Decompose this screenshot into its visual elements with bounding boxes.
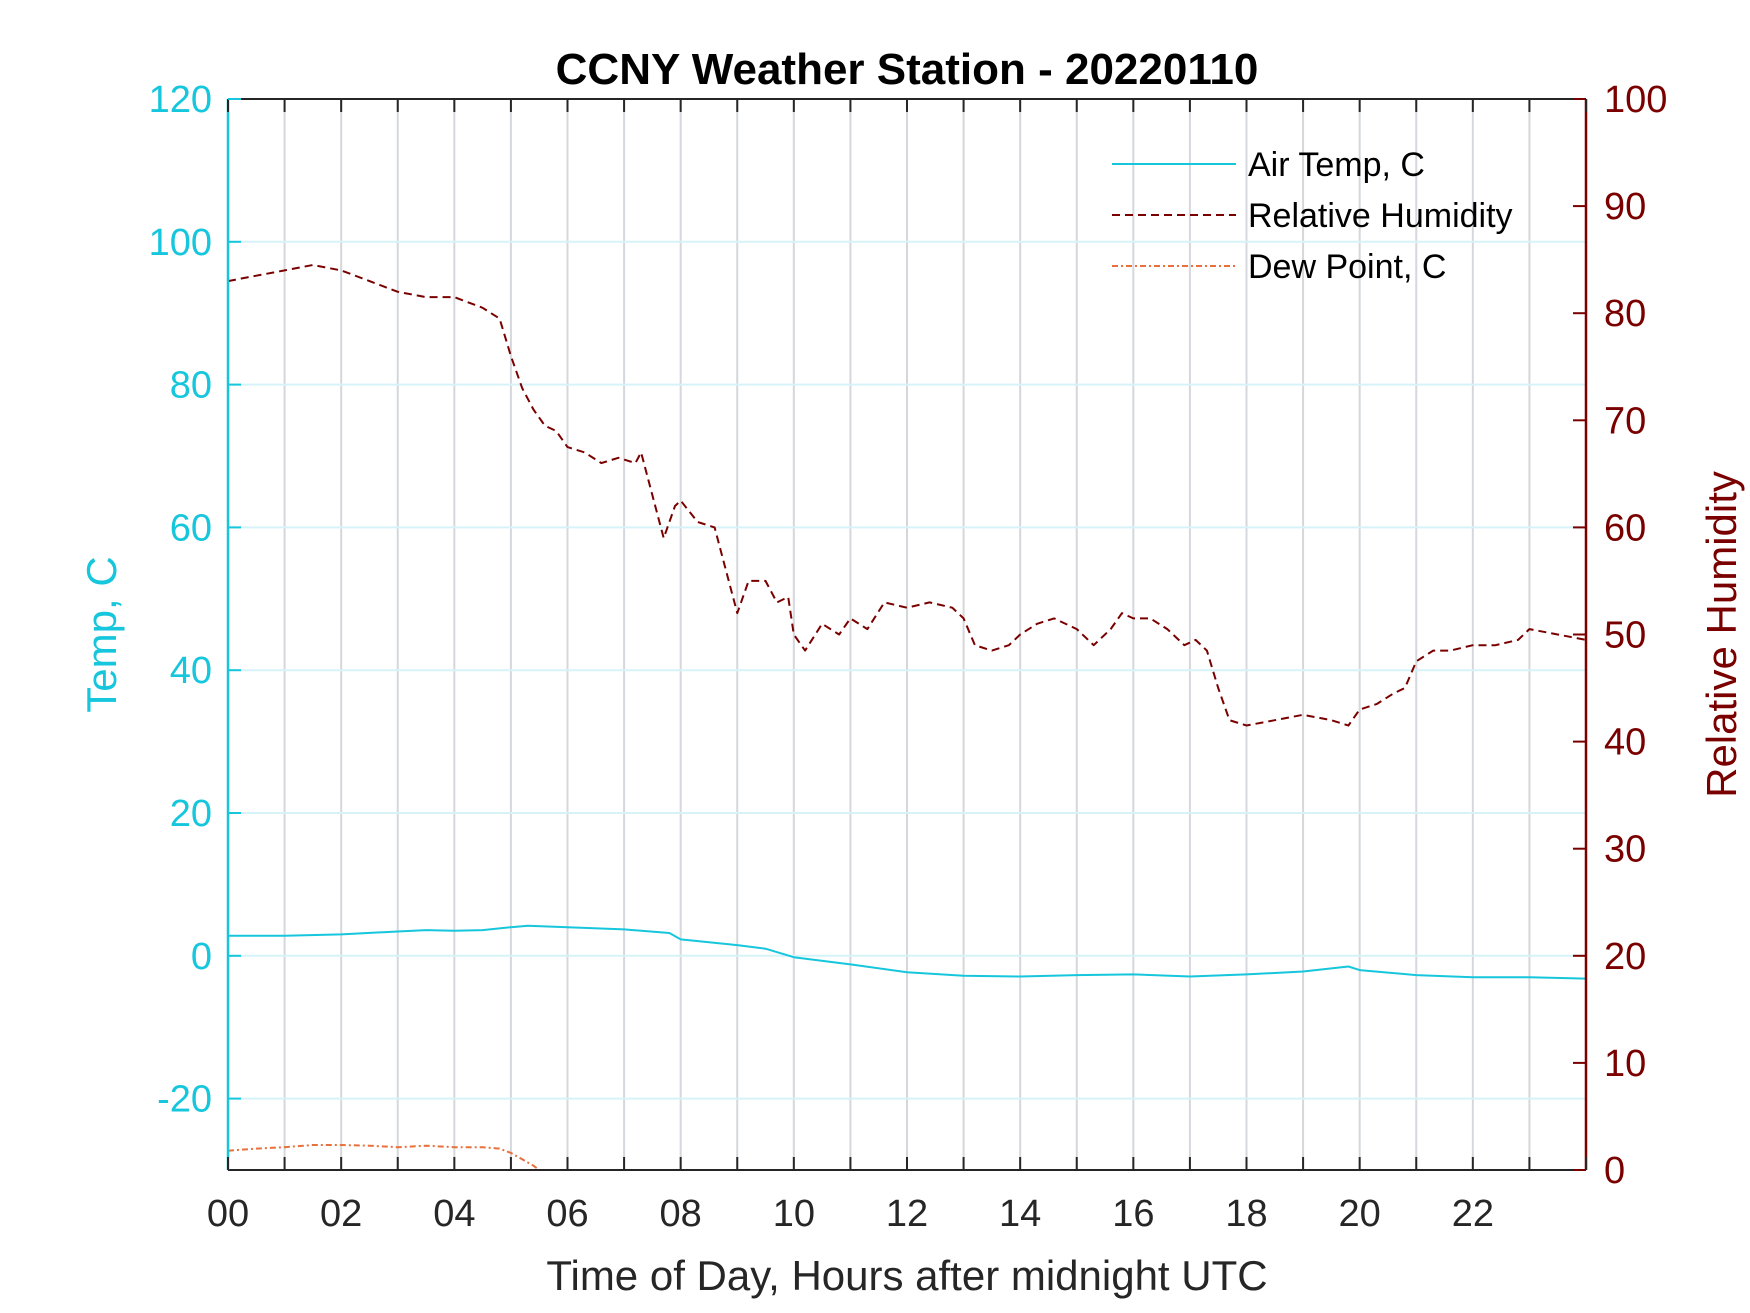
x-tick-label: 04 (433, 1193, 475, 1235)
x-tick-label: 14 (999, 1193, 1041, 1235)
y-right-tick-label: 50 (1604, 615, 1646, 657)
x-tick-label: 12 (886, 1193, 928, 1235)
legend: Air Temp, C Relative Humidity Dew Point, C (1112, 146, 1513, 286)
y-right-tick-label: 100 (1604, 79, 1667, 121)
y-right-tick-label: 80 (1604, 293, 1646, 335)
y-right-tick-label: 10 (1604, 1043, 1646, 1085)
y-left-tick-label: 100 (149, 222, 212, 264)
y-right-tick-label: 0 (1604, 1150, 1625, 1192)
legend-label-1: Air Temp, C (1248, 146, 1425, 184)
x-tick-label: 06 (546, 1193, 588, 1235)
grid-lines (228, 98, 1586, 1170)
legend-label-3: Dew Point, C (1248, 248, 1446, 286)
x-tick-label: 02 (320, 1193, 362, 1235)
axes (226, 98, 1588, 1171)
y-left-tick-label: 120 (149, 79, 212, 121)
x-tick-label: 18 (1225, 1193, 1267, 1235)
legend-label-2: Relative Humidity (1248, 197, 1513, 235)
x-tick-label: 08 (660, 1193, 702, 1235)
y-left-tick-label: 20 (170, 793, 212, 835)
x-tick-label: 10 (773, 1193, 815, 1235)
y-axis-label-left: Temp, C (78, 556, 125, 712)
x-tick-label: 16 (1112, 1193, 1154, 1235)
y-left-tick-label: 0 (191, 936, 212, 978)
y-right-tick-label: 20 (1604, 936, 1646, 978)
y-left-tick-label: 60 (170, 507, 212, 549)
x-tick-label: 00 (207, 1193, 249, 1235)
x-tick-label: 22 (1452, 1193, 1494, 1235)
series-lines (227, 264, 1587, 1171)
y-axis-label-right: Relative Humidity (1698, 471, 1745, 798)
x-axis-label: Time of Day, Hours after midnight UTC (546, 1252, 1267, 1299)
y-left-tick-label: 40 (170, 650, 212, 692)
y-right-tick-label: 70 (1604, 400, 1646, 442)
series-line-1 (228, 924, 1587, 980)
y-right-tick-label: 90 (1604, 186, 1646, 228)
y-right-tick-label: 40 (1604, 722, 1646, 764)
x-tick-label: 20 (1339, 1193, 1381, 1235)
y-left-tick-label: 80 (170, 365, 212, 407)
y-right-tick-label: 60 (1604, 507, 1646, 549)
tick-labels: 00 02 04 06 08 10 12 14 16 18 20 22-200204060801001… (149, 79, 1668, 1235)
chart-title: CCNY Weather Station - 20220110 (556, 45, 1259, 94)
series-line-3 (227, 1144, 540, 1171)
y-left-tick-label: -20 (157, 1079, 212, 1121)
y-right-tick-label: 30 (1604, 829, 1646, 871)
